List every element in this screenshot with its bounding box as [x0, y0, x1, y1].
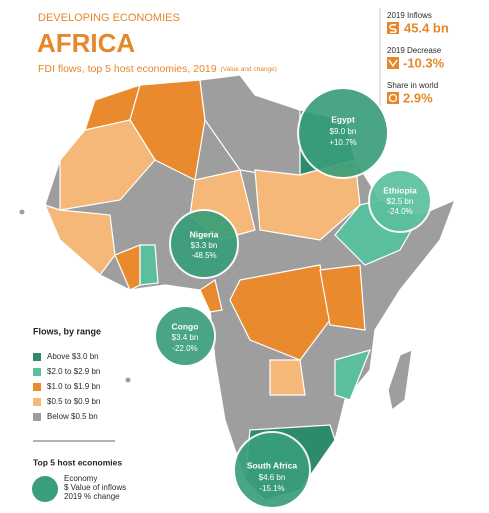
stat-icon — [387, 92, 399, 104]
economy-name: Congo — [172, 321, 199, 331]
legend-title: Flows, by range — [33, 326, 101, 336]
key-line: 2019 % change — [64, 492, 120, 501]
stat-value: 2.9% — [403, 90, 433, 105]
country — [334, 349, 372, 401]
economy-name: Egypt — [331, 114, 355, 124]
economy-value: $2.5 bn — [387, 197, 414, 206]
island — [125, 377, 131, 383]
map — [19, 74, 457, 501]
key-title: Top 5 host economies — [33, 457, 122, 467]
economy-change: +10.7% — [329, 138, 356, 147]
bubble — [154, 305, 216, 367]
economy-value: $4.6 bn — [259, 473, 286, 482]
stat-icon-glyph — [388, 93, 398, 103]
legend-label: $1.0 to $1.9 bn — [47, 382, 100, 391]
country — [139, 244, 159, 286]
economy-change: -15.1% — [259, 484, 284, 493]
stat-value: -10.3% — [403, 55, 445, 70]
economy-value: $3.3 bn — [191, 241, 218, 250]
country — [43, 204, 116, 276]
stat-icon-glyph — [389, 24, 397, 34]
subtitle: FDI flows, top 5 host economies, 2019 (Va… — [38, 63, 277, 75]
country — [199, 279, 223, 313]
legend: Flows, by range Above $3.0 bn $2.0 to $2.… — [33, 326, 101, 421]
madagascar — [387, 349, 413, 412]
economy-change: -24.0% — [387, 207, 412, 216]
bubbles: Egypt $9.0 bn +10.7% Ethiopia $2.5 bn -2… — [154, 87, 432, 509]
kicker: DEVELOPING ECONOMIES — [38, 12, 180, 24]
bubble — [233, 431, 311, 509]
legend-swatch — [33, 368, 41, 376]
legend-swatch — [33, 413, 41, 421]
economy-value: $9.0 bn — [330, 127, 357, 136]
country — [319, 264, 366, 331]
country — [269, 359, 306, 396]
stat-label: 2019 Decrease — [387, 46, 442, 55]
economy-name: South Africa — [247, 460, 297, 470]
subtitle-text: FDI flows, top 5 host economies, 2019 — [38, 63, 217, 75]
island — [19, 209, 25, 215]
key: Top 5 host economies Economy $ Value of … — [32, 457, 126, 502]
legend-swatch — [33, 383, 41, 391]
title: AFRICA — [37, 28, 135, 58]
stat-label: Share in world — [387, 81, 438, 90]
legend-swatch — [33, 353, 41, 361]
economy-value: $3.4 bn — [172, 333, 199, 342]
economy-name: Nigeria — [190, 229, 219, 239]
bubble — [169, 209, 239, 279]
legend-label: Below $0.5 bn — [47, 412, 98, 421]
economy-change: -22.0% — [172, 344, 197, 353]
economy-change: -48.5% — [191, 251, 216, 260]
bubble — [368, 169, 432, 233]
legend-label: Above $3.0 bn — [47, 352, 99, 361]
key-line: Economy — [64, 474, 97, 483]
stats-panel: 2019 Inflows 45.4 bn 2019 Decrease -10.3… — [379, 8, 449, 110]
key-bubble — [32, 476, 58, 502]
legend-label: $0.5 to $0.9 bn — [47, 397, 100, 406]
legend-label: $2.0 to $2.9 bn — [47, 367, 100, 376]
economy-name: Ethiopia — [383, 185, 417, 195]
subtitle-note: (Value and change) — [221, 66, 277, 73]
legend-swatch — [33, 398, 41, 406]
stat-value: 45.4 bn — [404, 20, 449, 35]
bubble — [297, 87, 389, 179]
key-line: $ Value of inflows — [64, 483, 126, 492]
stat-icon-glyph — [388, 59, 398, 68]
stat-label: 2019 Inflows — [387, 11, 432, 20]
stat-icon — [387, 57, 399, 69]
